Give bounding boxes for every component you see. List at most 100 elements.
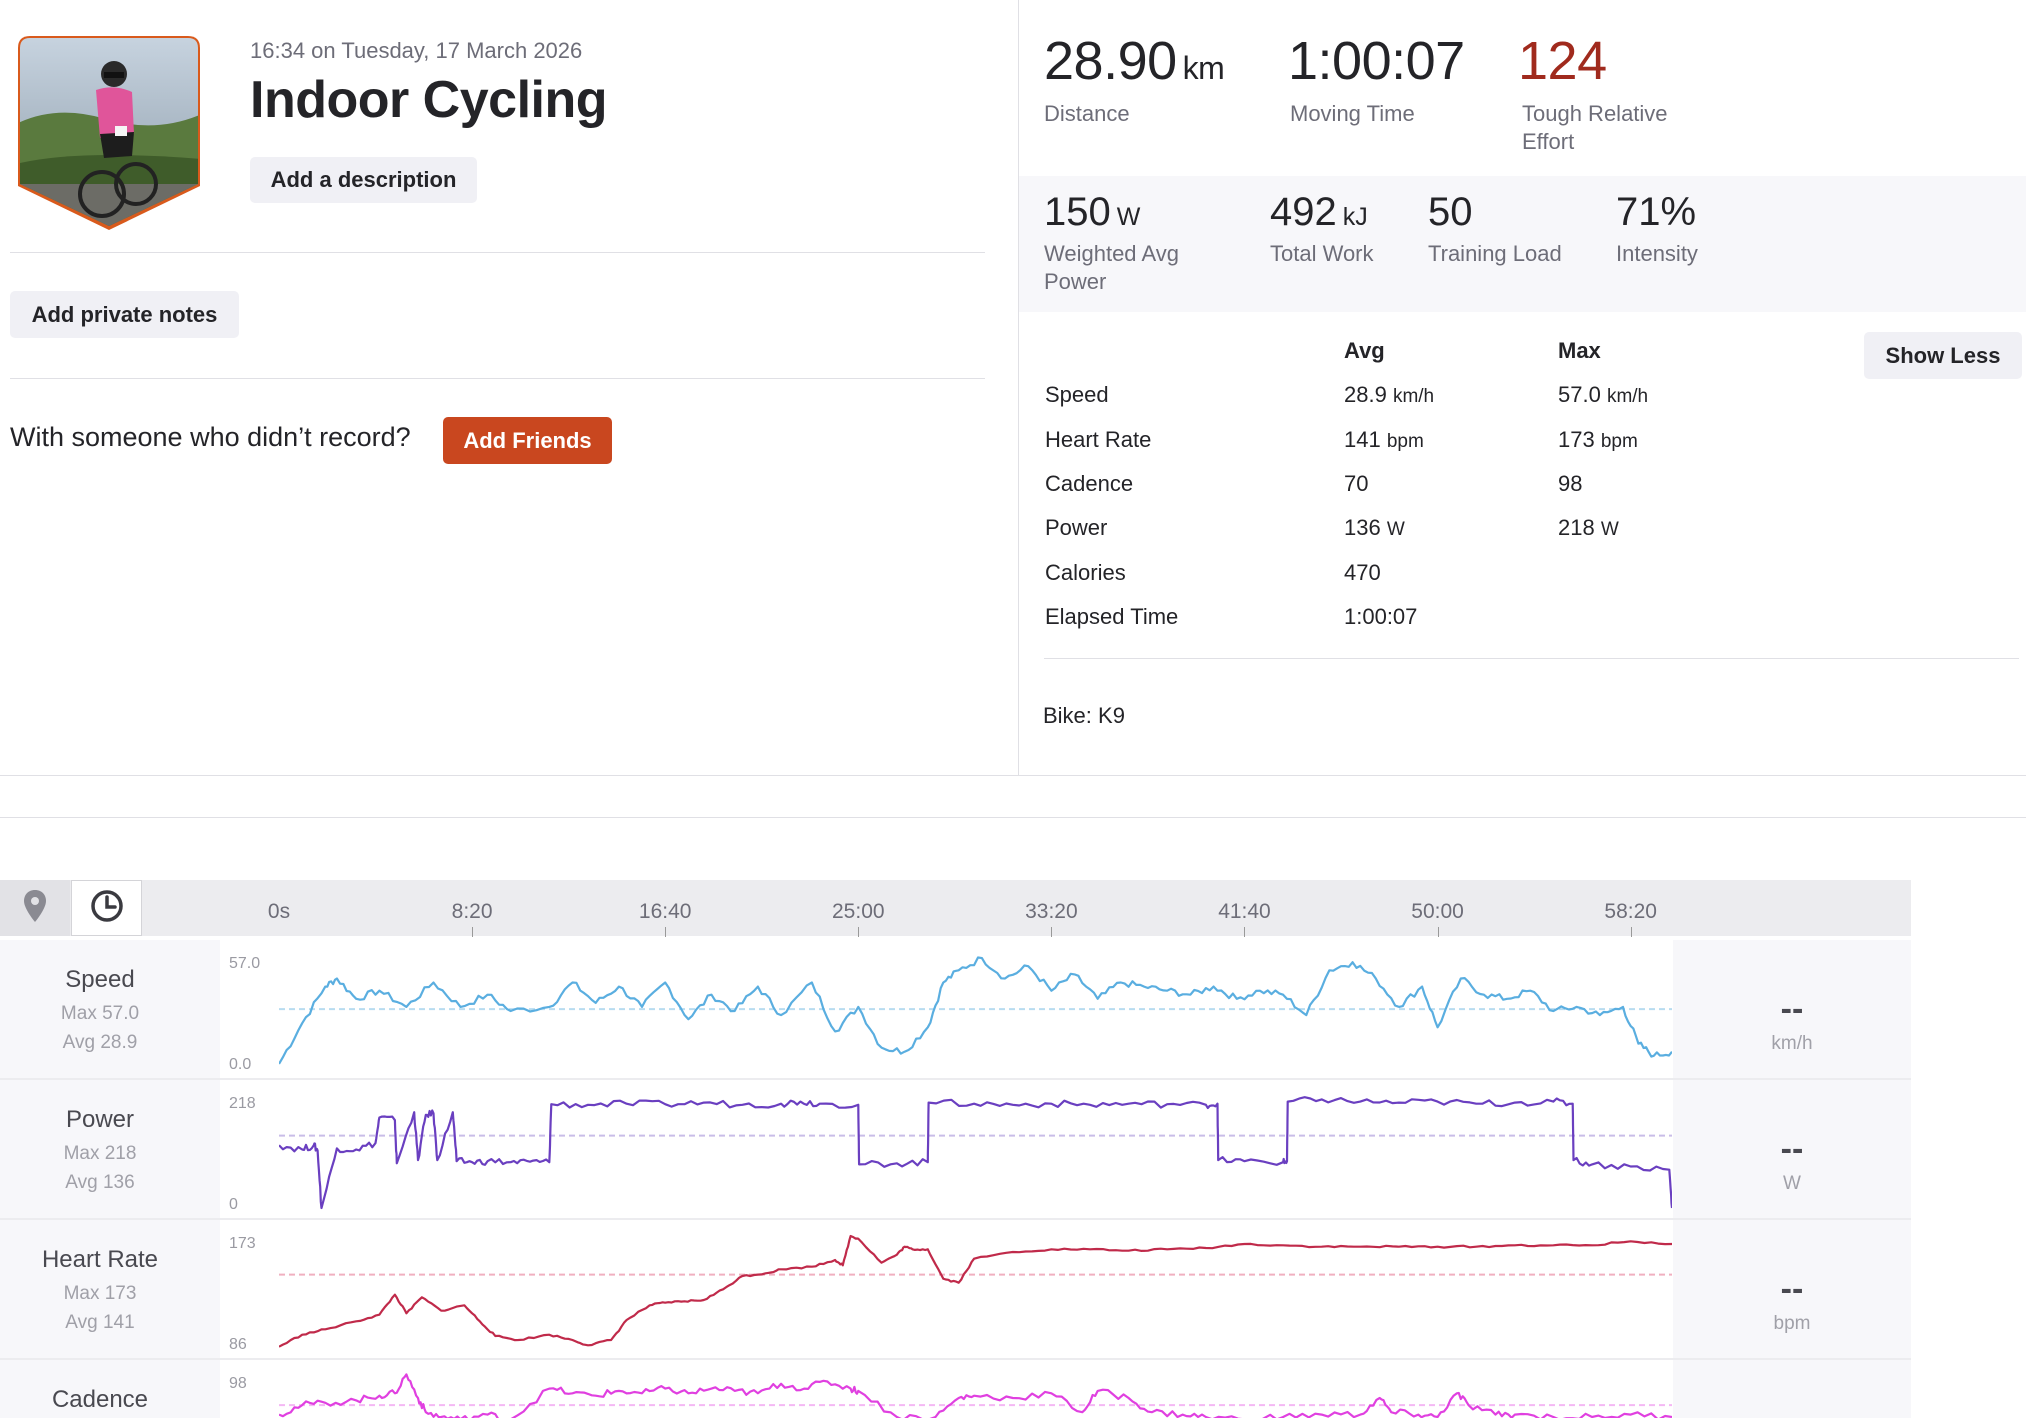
activity-datetime: 16:34 on Tuesday, 17 March 2026 <box>250 38 583 63</box>
power-row-max: Max 218 <box>63 1143 137 1164</box>
speed-ymax-label: 57.0 <box>229 955 261 972</box>
series-line-heart-rate[interactable] <box>279 1234 1672 1348</box>
x-tick-label: 16:40 <box>638 900 692 923</box>
heart-rate-unit: bpm <box>1773 1313 1811 1334</box>
activity-title: Indoor Cycling <box>250 71 608 129</box>
speed-readout-panel <box>1673 940 1911 1078</box>
x-tick-mark <box>665 927 667 937</box>
relative-effort-label: Tough Relative Effort <box>1522 101 1668 154</box>
table-cell-max: 98 <box>1558 471 1583 496</box>
divider <box>10 378 985 379</box>
power-row-label-panel <box>0 1080 220 1218</box>
add-description-button[interactable]: Add a description <box>250 157 477 203</box>
x-tick-label: 33:20 <box>1025 900 1078 923</box>
power-plot[interactable] <box>279 1080 1672 1218</box>
intensity-label: Intensity <box>1616 241 1698 266</box>
speed-current-value: -- <box>1780 990 1804 1028</box>
table-cell-avg: 141 bpm <box>1344 427 1424 452</box>
moving-time-label: Moving Time <box>1290 101 1415 126</box>
series-line-speed[interactable] <box>279 956 1672 1065</box>
max-column-header: Max <box>1558 338 1601 363</box>
relative-effort-stat[interactable]: 124 <box>1518 31 1607 91</box>
total-work-stat: 492 kJ <box>1270 190 1368 234</box>
speed-row-title: Speed <box>65 966 135 993</box>
intensity-stat: 71% <box>1616 190 1697 234</box>
power-row-avg: Avg 136 <box>65 1172 135 1193</box>
series-line-power[interactable] <box>279 1096 1672 1210</box>
divider <box>0 775 2026 776</box>
chart-xaxis-bar <box>0 880 1911 936</box>
table-cell-avg: 70 <box>1344 471 1369 496</box>
clock-icon <box>90 889 124 928</box>
time-mode-button[interactable] <box>71 880 142 936</box>
total-work-label: Total Work <box>1270 241 1374 266</box>
training-load-label: Training Load <box>1428 241 1562 266</box>
heart-rate-plot[interactable] <box>279 1220 1672 1358</box>
cadence-row-title: Cadence <box>51 1386 149 1413</box>
bike-label: Bike: K9 <box>1043 703 1125 728</box>
plot-background <box>279 1360 1672 1418</box>
table-row-label: Elapsed Time <box>1045 604 1179 629</box>
power-ymin-label: 0 <box>229 1196 238 1213</box>
add-private-notes-button[interactable]: Add private notes <box>10 291 239 338</box>
table-row-label: Speed <box>1045 382 1109 407</box>
power-row-title: Power <box>65 1106 135 1133</box>
show-less-button[interactable]: Show Less <box>1864 332 2022 379</box>
power-current-value: -- <box>1780 1130 1804 1168</box>
table-cell-max: 173 bpm <box>1558 427 1638 452</box>
x-tick-label: 8:20 <box>451 900 493 923</box>
friends-prompt: With someone who didn’t record? <box>10 422 411 452</box>
divider <box>1044 658 2019 659</box>
table-cell-max: 218 W <box>1558 515 1619 540</box>
speed-row-max: Max 57.0 <box>60 1003 140 1024</box>
table-cell-max: 57.0 km/h <box>1558 382 1649 407</box>
cadence-plot[interactable] <box>279 1360 1672 1418</box>
table-cell-avg: 470 <box>1344 560 1381 585</box>
x-tick-mark <box>472 927 474 937</box>
weighted-avg-power-label: Weighted Avg Power <box>1044 241 1179 294</box>
athlete-avatar[interactable] <box>16 34 202 230</box>
x-tick-mark <box>1630 927 1632 937</box>
x-tick-mark <box>1051 927 1053 937</box>
speed-row-avg: Avg 28.9 <box>62 1032 138 1053</box>
power-readout-panel <box>1673 1080 1911 1218</box>
power-unit: W <box>1783 1173 1801 1194</box>
distance-mode-button[interactable] <box>0 880 70 936</box>
heart-rate-row-title: Heart Rate <box>41 1246 159 1273</box>
x-tick-mark <box>858 927 860 937</box>
x-tick-label: 50:00 <box>1411 900 1464 923</box>
heart-rate-current-value: -- <box>1780 1270 1804 1308</box>
avg-column-header: Avg <box>1344 338 1385 363</box>
distance-stat: 28.90 km <box>1044 31 1225 91</box>
heart-rate-row-label-panel <box>0 1220 220 1358</box>
speed-ymin-label: 0.0 <box>229 1056 252 1073</box>
divider <box>0 817 2026 818</box>
table-row-label: Calories <box>1045 560 1126 585</box>
cadence-readout-panel <box>1673 1360 1911 1418</box>
heart-rate-readout-panel <box>1673 1220 1911 1358</box>
heart-rate-row-avg: Avg 141 <box>65 1312 135 1333</box>
secondary-stats-panel <box>1019 176 2026 312</box>
series-line-cadence[interactable] <box>279 1373 1672 1418</box>
speed-plot[interactable] <box>279 940 1672 1078</box>
row-divider <box>0 1358 1911 1360</box>
table-cell-avg: 28.9 km/h <box>1344 382 1435 407</box>
divider <box>10 252 985 253</box>
row-divider <box>0 1078 1911 1080</box>
speed-row-label-panel <box>0 940 220 1078</box>
table-row-label: Power <box>1045 515 1108 540</box>
x-tick-label: 25:00 <box>832 900 885 923</box>
vertical-divider <box>1018 0 1019 775</box>
heart-rate-row-max: Max 173 <box>63 1283 137 1304</box>
x-tick-mark <box>1437 927 1439 937</box>
weighted-avg-power-stat: 150 W <box>1044 190 1141 234</box>
distance-label: Distance <box>1044 101 1130 126</box>
add-friends-button[interactable]: Add Friends <box>443 417 612 464</box>
power-ymax-label: 218 <box>229 1095 256 1112</box>
moving-time-stat: 1:00:07 <box>1288 31 1465 91</box>
table-row-label: Cadence <box>1045 471 1134 496</box>
table-cell-avg: 136 W <box>1344 515 1405 540</box>
plot-background <box>279 1220 1672 1358</box>
training-load-stat: 50 <box>1428 190 1473 234</box>
table-row-label: Heart Rate <box>1045 427 1152 452</box>
